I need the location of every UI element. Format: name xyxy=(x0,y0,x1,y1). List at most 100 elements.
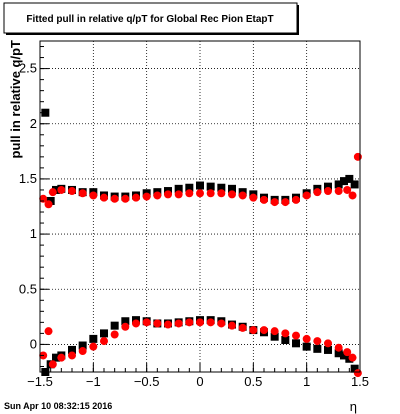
data-point-circle xyxy=(206,189,215,198)
data-point-square xyxy=(334,349,343,358)
y-tick-label: 1.5 xyxy=(19,171,37,186)
data-point-circle xyxy=(343,348,352,357)
data-point-square xyxy=(340,351,348,360)
marker-layer xyxy=(39,108,362,378)
data-point-circle xyxy=(313,188,322,197)
data-point-circle xyxy=(174,319,183,328)
data-point-circle xyxy=(228,321,236,330)
data-point-square xyxy=(217,183,226,192)
data-point-circle xyxy=(142,318,151,327)
data-point-circle xyxy=(260,195,268,204)
y-tick-label: 2 xyxy=(30,116,37,131)
data-point-circle xyxy=(153,319,162,328)
data-point-circle xyxy=(343,185,352,194)
data-point-square xyxy=(350,364,359,373)
y-tick-label: 0.5 xyxy=(19,281,37,296)
data-point-square xyxy=(52,353,60,362)
data-point-square xyxy=(340,177,348,186)
data-point-square xyxy=(121,317,130,326)
data-point-circle xyxy=(57,185,66,194)
data-point-square xyxy=(281,336,290,345)
data-point-circle xyxy=(334,343,343,352)
data-point-circle xyxy=(48,360,57,369)
data-point-square xyxy=(324,182,332,191)
data-point-square xyxy=(100,329,108,338)
data-point-circle xyxy=(89,191,98,200)
data-point-circle xyxy=(68,351,76,360)
data-point-circle xyxy=(292,331,300,340)
x-tick-label: −0.5 xyxy=(134,374,160,389)
data-point-circle xyxy=(174,190,183,199)
data-point-circle xyxy=(121,194,130,203)
data-point-circle xyxy=(313,337,322,346)
title-box-shadow-bottom xyxy=(6,33,299,35)
data-point-square xyxy=(110,321,119,330)
data-point-circle xyxy=(142,192,151,201)
data-point-circle xyxy=(185,189,194,198)
data-point-circle xyxy=(132,193,140,202)
data-point-circle xyxy=(334,187,343,196)
y-tick-label: 1 xyxy=(30,226,37,241)
data-point-square xyxy=(206,182,215,191)
data-point-circle xyxy=(249,193,258,202)
data-point-circle xyxy=(206,318,215,327)
data-point-circle xyxy=(185,318,194,327)
y-tick-label: 0 xyxy=(30,336,37,351)
data-point-circle xyxy=(164,320,172,329)
data-point-square xyxy=(68,345,76,354)
data-point-circle xyxy=(324,339,332,348)
data-point-square xyxy=(345,174,354,183)
data-point-circle xyxy=(44,327,53,336)
x-tick-label: −1 xyxy=(86,374,101,389)
data-point-circle xyxy=(281,198,290,207)
data-point-circle xyxy=(48,188,57,197)
data-point-circle xyxy=(270,327,279,336)
data-point-circle xyxy=(260,326,268,335)
data-point-circle xyxy=(281,329,290,338)
data-point-circle xyxy=(196,189,204,198)
data-point-circle xyxy=(153,191,162,200)
data-point-circle xyxy=(110,330,119,339)
data-point-circle xyxy=(78,189,87,198)
data-point-square xyxy=(292,339,300,348)
data-point-circle xyxy=(353,152,362,161)
data-point-circle xyxy=(270,198,279,207)
data-point-circle xyxy=(324,187,332,196)
data-point-square xyxy=(174,184,183,193)
x-tick-label: 1 xyxy=(303,374,310,389)
data-point-circle xyxy=(348,353,357,362)
data-point-circle xyxy=(217,319,226,328)
title-box xyxy=(3,2,298,34)
timestamp: Sun Apr 10 08:32:15 2016 xyxy=(4,401,112,411)
data-point-circle xyxy=(100,337,108,346)
data-point-circle xyxy=(249,326,258,335)
data-point-square xyxy=(78,341,87,350)
title-box-shadow-right xyxy=(297,5,299,35)
x-axis-label: η xyxy=(350,399,357,414)
x-tick-label: 0.5 xyxy=(244,374,262,389)
data-point-square xyxy=(334,180,343,189)
data-point-circle xyxy=(217,189,226,198)
data-point-square xyxy=(228,184,236,193)
chart-title: Fitted pull in relative q/pT for Global … xyxy=(26,14,273,25)
data-point-circle xyxy=(100,193,108,202)
axis-layer: −1.5 −1 −0.5 0 0.5 1 1.5 0 0.5 1 1.5 2 2.5 xyxy=(19,40,369,389)
data-point-circle xyxy=(292,195,300,204)
data-point-square xyxy=(324,345,332,354)
data-point-square xyxy=(302,342,311,351)
data-point-circle xyxy=(44,200,53,209)
y-tick-label: 2.5 xyxy=(19,61,37,76)
data-point-circle xyxy=(110,194,119,203)
data-point-circle xyxy=(164,190,172,199)
data-point-circle xyxy=(228,190,236,199)
data-point-circle xyxy=(68,187,76,196)
x-tick-label: 1.5 xyxy=(351,374,369,389)
data-point-circle xyxy=(302,334,311,343)
data-point-circle xyxy=(348,191,357,200)
data-point-circle xyxy=(196,318,204,327)
x-tick-label: 0 xyxy=(196,374,203,389)
data-point-square xyxy=(185,183,194,192)
x-tick-label: −1.5 xyxy=(27,374,53,389)
data-point-circle xyxy=(78,347,87,356)
